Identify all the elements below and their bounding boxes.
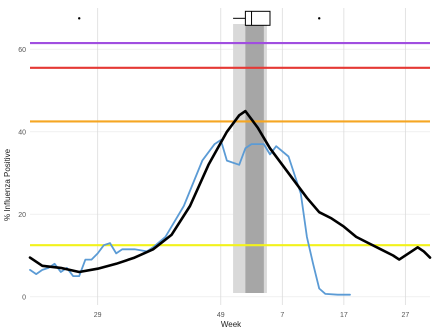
boxplot-box	[244, 10, 271, 26]
x-tick-label: 29	[94, 312, 102, 319]
threshold-lines	[30, 41, 430, 247]
x-tick-label: 27	[401, 312, 409, 319]
x-axis-title: Week	[221, 320, 242, 329]
y-tick-label: 20	[18, 212, 26, 219]
y-tick-label: 60	[18, 47, 26, 54]
y-axis-ticks: 0 20 40 60	[18, 47, 26, 302]
grid	[30, 8, 430, 305]
boxplot-outlier	[78, 17, 81, 20]
peak-band	[233, 24, 267, 293]
y-axis-title: % Influenza Positive	[3, 148, 12, 221]
x-axis-ticks: 29 49 7 17 27	[94, 312, 410, 319]
x-tick-label: 49	[217, 312, 225, 319]
x-tick-label: 7	[280, 312, 284, 319]
series-line-black	[28, 109, 432, 274]
series-lines	[28, 109, 432, 296]
boxplot-outlier	[318, 17, 321, 20]
y-tick-label: 40	[18, 129, 26, 136]
y-tick-label: 0	[22, 294, 26, 301]
peak-band-inner	[245, 24, 264, 293]
peak-boxplot	[78, 10, 321, 26]
x-tick-label: 17	[340, 312, 348, 319]
